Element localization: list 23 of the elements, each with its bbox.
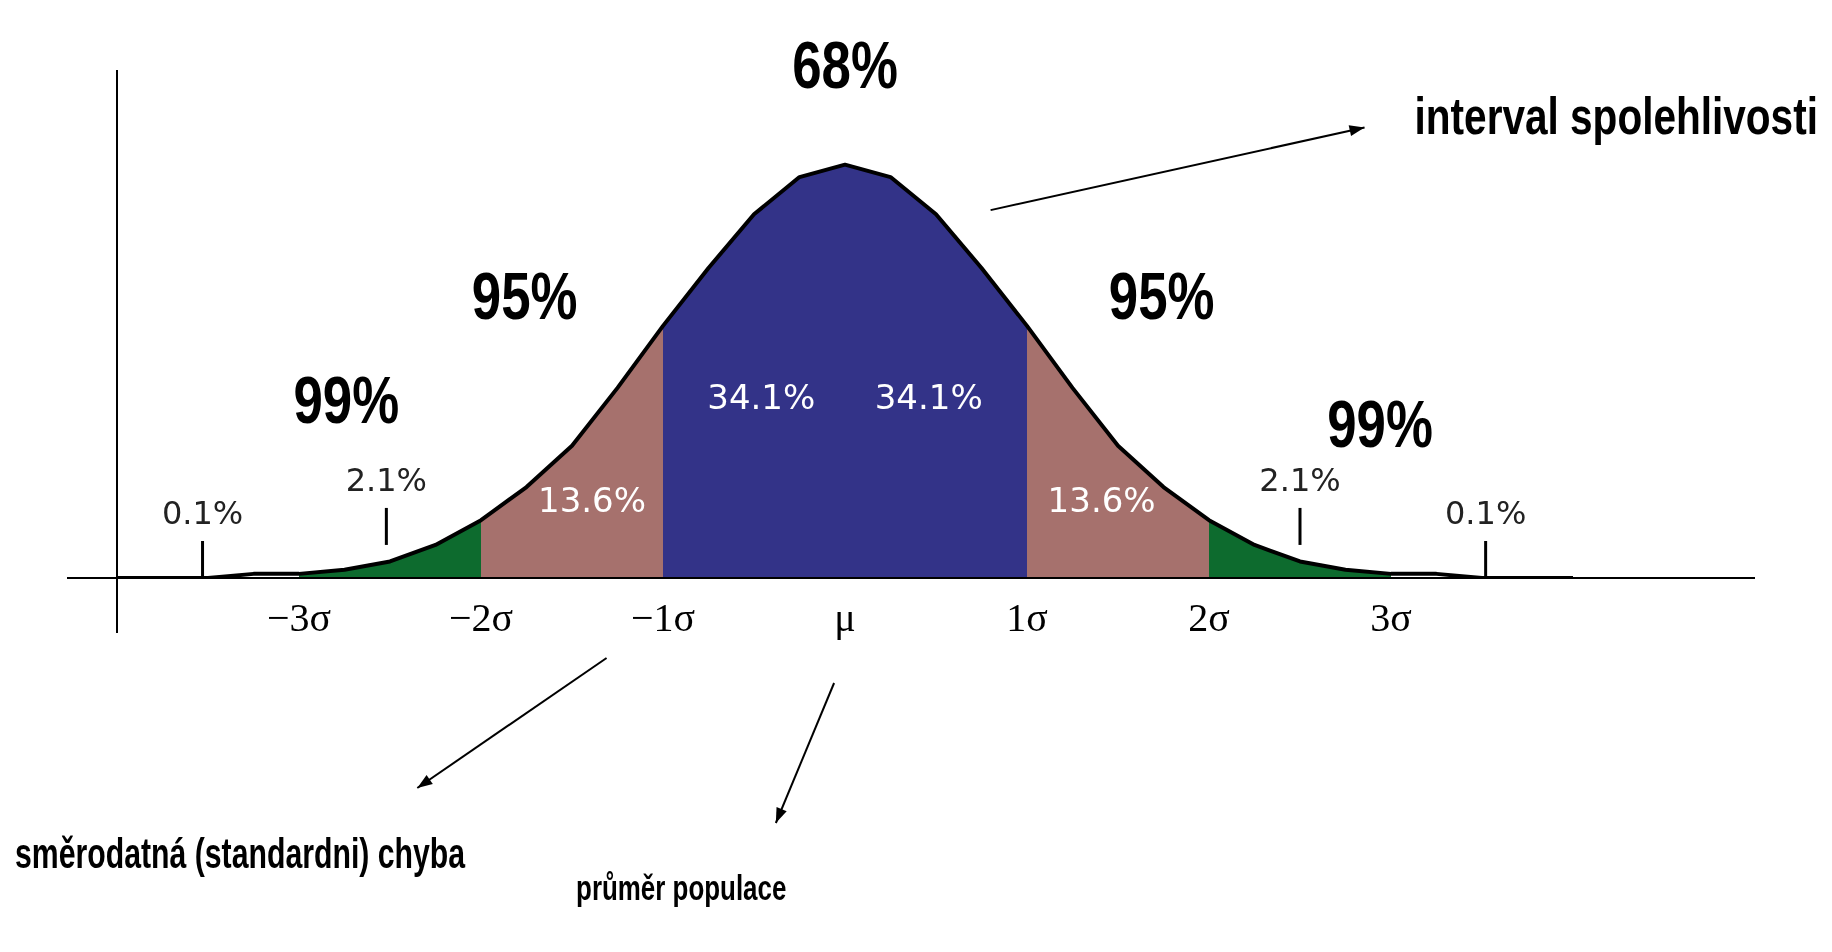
annotation: 95% (471, 259, 578, 334)
annotation: 99% (293, 362, 400, 437)
annotation: 0.1% (161, 494, 244, 533)
annotation: 2.1% (345, 461, 428, 500)
x-tick-label: 3σ (1370, 594, 1412, 640)
annotation: 99% (1327, 387, 1433, 462)
annotation: 34.1% (874, 377, 983, 418)
text: interval spolehlivosti (1414, 86, 1818, 145)
x-tick-label: 2σ (1188, 594, 1230, 640)
x-tick-label: −1σ (630, 594, 696, 640)
annotation: 95% (1108, 259, 1215, 334)
text: 68% (792, 28, 898, 103)
annotation: 0.1% (1444, 494, 1527, 533)
annotation: 2.1% (1259, 461, 1341, 500)
annotation: 13.6% (1047, 480, 1156, 521)
x-tick-label: 1σ (1006, 594, 1048, 640)
x-tick-label: μ (834, 594, 856, 640)
x-tick-label: −3σ (266, 594, 332, 640)
text: průměr populace (576, 867, 787, 909)
annotation: 13.6% (538, 480, 647, 521)
annotation: 34.1% (707, 377, 816, 418)
text: směrodatná (standardni) chyba (15, 830, 466, 878)
x-tick-label: −2σ (448, 594, 514, 640)
